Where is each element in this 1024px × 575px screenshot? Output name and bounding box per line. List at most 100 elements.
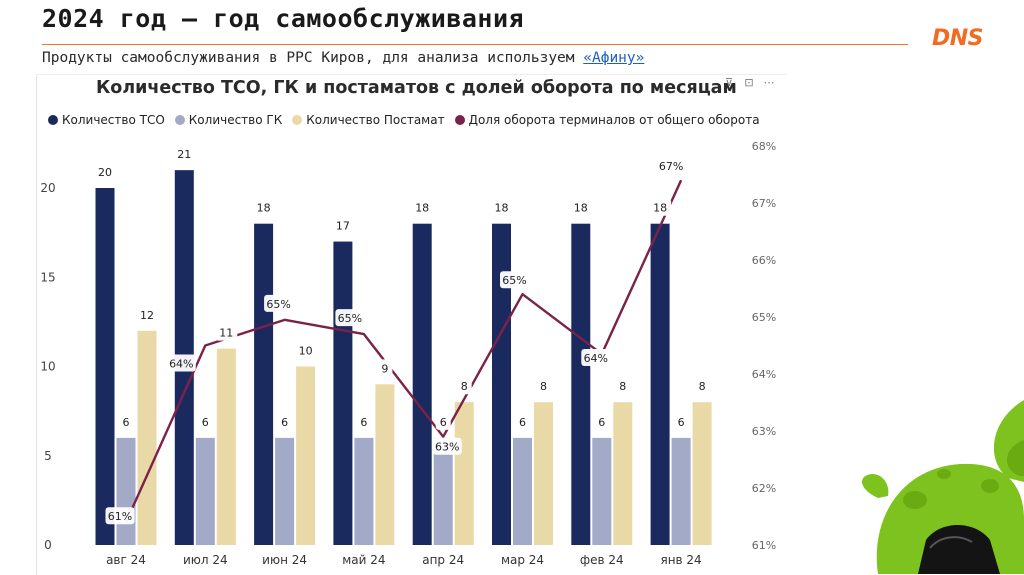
x-tick-2: июн 24 xyxy=(262,553,307,567)
mascot-sunglasses xyxy=(918,525,1000,574)
bar-label-0-6: 18 xyxy=(574,202,588,215)
slide-title: 2024 год – год самообслуживания xyxy=(42,4,525,33)
y-right-tick-3: 64% xyxy=(752,368,776,381)
line-label-7-bg xyxy=(656,157,686,175)
legend-marker-tso xyxy=(48,115,58,125)
bar-label-1-3: 6 xyxy=(360,416,367,429)
y-right-tick-4: 65% xyxy=(752,311,776,324)
bar-2-1 xyxy=(216,348,236,545)
line-label-6: 64% xyxy=(584,352,608,365)
bar-2-6 xyxy=(613,402,633,545)
title-divider xyxy=(42,44,908,45)
filter-icon[interactable]: ⊽ xyxy=(724,76,734,89)
legend-item-share[interactable]: Доля оборота терминалов от общего оборот… xyxy=(454,113,760,127)
y-right-tick-1: 62% xyxy=(752,482,776,495)
bar-0-7 xyxy=(650,223,670,545)
chart-legend: Количество ТСО Количество ГК Количество … xyxy=(48,113,760,127)
bar-label-1-1-bg xyxy=(197,412,213,430)
bar-0-6 xyxy=(571,223,591,545)
legend-marker-postamat xyxy=(292,115,303,125)
line-label-5: 65% xyxy=(502,274,526,287)
y-right-tick-6: 67% xyxy=(752,197,776,210)
mascot-arm-shade xyxy=(1006,440,1024,476)
x-tick-4: апр 24 xyxy=(422,553,464,567)
bar-label-0-4-bg xyxy=(411,198,434,216)
bar-label-0-4: 18 xyxy=(415,202,429,215)
y-right-tick-5: 66% xyxy=(752,254,776,267)
bar-label-1-3-bg xyxy=(356,412,372,430)
bar-label-1-5: 6 xyxy=(519,416,526,429)
bar-label-0-7-bg xyxy=(649,198,672,216)
x-tick-1: июл 24 xyxy=(183,553,228,567)
legend-item-gk[interactable]: Количество ГК xyxy=(174,113,283,127)
bar-label-1-0-bg xyxy=(118,412,134,430)
bar-label-1-1: 6 xyxy=(202,416,209,429)
line-label-5-bg xyxy=(500,271,529,289)
bar-2-2 xyxy=(296,366,316,545)
legend-item-postamat[interactable]: Количество Постамат xyxy=(292,113,445,127)
line-label-7: 67% xyxy=(659,160,683,173)
legend-label-gk: Количество ГК xyxy=(188,113,283,127)
legend-marker-share xyxy=(454,115,465,125)
mascot-ear xyxy=(861,474,889,498)
y-right-tick-7: 68% xyxy=(752,140,776,153)
bar-label-2-5: 8 xyxy=(540,380,547,393)
bar-label-0-1-bg xyxy=(173,145,196,163)
line-label-2-bg xyxy=(264,294,294,312)
legend-marker-gk xyxy=(174,115,185,125)
x-tick-0: авг 24 xyxy=(106,553,146,567)
y-left-tick-3: 15 xyxy=(40,270,55,284)
x-tick-7: янв 24 xyxy=(660,553,701,567)
bar-1-7 xyxy=(671,437,691,545)
bar-0-4 xyxy=(412,223,432,545)
bar-2-3 xyxy=(375,384,395,545)
subtitle: Продукты самообслуживания в РРС Киров, д… xyxy=(42,50,644,66)
bar-label-1-4: 6 xyxy=(440,416,447,429)
bar-label-1-7: 6 xyxy=(678,416,685,429)
y-left-tick-1: 5 xyxy=(44,449,52,463)
bar-label-2-5-bg xyxy=(536,377,551,395)
bar-label-2-2-bg xyxy=(294,341,317,359)
dns-logo: DNS xyxy=(932,26,984,51)
bar-label-0-6-bg xyxy=(569,198,592,216)
line-label-4-bg xyxy=(432,437,462,455)
bar-label-2-7: 8 xyxy=(699,380,706,393)
y-left-tick-2: 10 xyxy=(40,360,55,374)
bar-label-2-3-bg xyxy=(377,359,393,377)
legend-label-tso: Количество ТСО xyxy=(62,113,165,127)
share-line xyxy=(124,179,683,523)
subtitle-text: Продукты самообслуживания в РРС Киров, д… xyxy=(42,50,584,66)
bar-label-0-3-bg xyxy=(331,216,354,234)
bar-1-5 xyxy=(513,437,532,545)
afina-link[interactable]: «Афину» xyxy=(583,50,645,66)
legend-label-share: Доля оборота терминалов от общего оборот… xyxy=(468,113,760,127)
bar-label-2-0-bg xyxy=(136,305,158,323)
more-icon[interactable]: ⋯ xyxy=(763,76,775,89)
legend-item-tso[interactable]: Количество ТСО xyxy=(48,113,165,127)
bar-label-1-7-bg xyxy=(673,412,689,430)
bar-label-0-2: 18 xyxy=(257,202,271,215)
bar-2-0 xyxy=(137,330,157,545)
line-label-2: 65% xyxy=(266,298,290,311)
bar-label-1-0: 6 xyxy=(123,416,130,429)
bar-label-2-7-bg xyxy=(694,377,710,395)
focus-icon[interactable]: ⊡ xyxy=(744,76,754,89)
bar-label-0-7: 18 xyxy=(653,202,667,215)
mascot-glasses-shine xyxy=(929,536,973,549)
bar-label-2-3: 9 xyxy=(381,362,388,375)
bar-label-2-6: 8 xyxy=(619,380,626,393)
line-label-6-bg xyxy=(581,349,611,367)
bar-1-3 xyxy=(354,437,374,545)
bar-label-2-1-bg xyxy=(215,323,238,341)
bar-label-2-0: 12 xyxy=(140,309,154,322)
mascot-spot-2 xyxy=(981,479,999,493)
bar-label-1-6: 6 xyxy=(598,416,605,429)
x-tick-5: мар 24 xyxy=(501,553,544,567)
bar-label-2-2: 10 xyxy=(299,345,313,358)
bar-label-2-6-bg xyxy=(615,377,631,395)
bar-label-1-5-bg xyxy=(515,412,530,430)
bar-label-0-5-bg xyxy=(490,198,513,216)
chart-title: Количество ТСО, ГК и постаматов с долей … xyxy=(96,78,737,98)
visual-toolbar: ⊽ ⊡ ⋯ xyxy=(722,76,776,89)
